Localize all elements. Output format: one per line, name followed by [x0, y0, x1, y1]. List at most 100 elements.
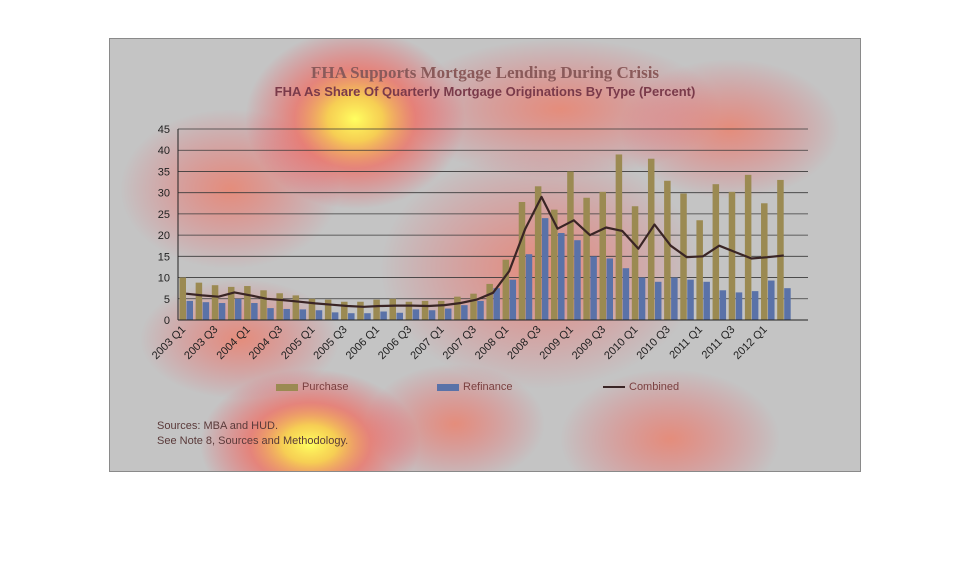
bar-refinance [768, 280, 775, 320]
bar-refinance [202, 302, 210, 320]
bar-purchase [518, 202, 526, 320]
bar-purchase [534, 186, 542, 320]
bar-refinance [671, 277, 678, 320]
bar-refinance [396, 312, 403, 320]
bar-refinance [477, 300, 484, 320]
bar-refinance [541, 218, 549, 320]
x-tick-label: 2011 Q1 [667, 324, 705, 362]
x-tick-label: 2012 Q1 [731, 324, 769, 362]
bar-refinance [315, 310, 323, 320]
bar-purchase [744, 174, 752, 320]
bar-purchase [664, 180, 671, 320]
legend-swatch-combined [603, 386, 625, 388]
bar-refinance [784, 288, 791, 320]
bar-purchase [341, 301, 348, 320]
x-tick-label: 2007 Q1 [408, 324, 446, 362]
bar-purchase [195, 282, 203, 320]
bar-purchase [680, 193, 687, 320]
legend-item-combined: Combined [603, 381, 679, 393]
x-tick-label: 2006 Q1 [344, 324, 382, 362]
bar-purchase [615, 154, 623, 320]
bar-purchase [244, 286, 251, 320]
bar-refinance [735, 292, 743, 320]
legend-label-purchase: Purchase [302, 381, 349, 393]
bar-purchase [761, 203, 768, 320]
bar-refinance [348, 313, 355, 320]
bar-refinance [283, 308, 290, 320]
bar-refinance [380, 311, 387, 320]
legend-swatch-refinance [437, 383, 459, 391]
bar-purchase [728, 191, 736, 320]
x-tick-label: 2009 Q1 [538, 324, 576, 362]
bar-purchase [599, 191, 606, 320]
bar-purchase [437, 300, 445, 320]
bar-purchase [777, 179, 784, 320]
x-tick-label: 2003 Q1 [150, 324, 188, 362]
bar-refinance [461, 305, 468, 320]
x-tick-label: 2003 Q3 [182, 324, 220, 362]
bar-purchase [631, 206, 639, 320]
bar-refinance [525, 254, 533, 320]
bar-refinance [703, 281, 710, 320]
y-tick-label: 20 [158, 230, 170, 242]
bar-refinance [574, 240, 581, 320]
bar-purchase [421, 300, 429, 320]
bar-refinance [493, 288, 500, 320]
legend-swatch-purchase [276, 383, 298, 391]
y-tick-label: 15 [158, 251, 170, 263]
x-tick-label: 2010 Q1 [602, 324, 640, 362]
bar-purchase [405, 301, 413, 320]
bar-purchase [454, 296, 461, 320]
x-tick-label: 2009 Q3 [570, 324, 608, 362]
x-tick-label: 2010 Q3 [634, 324, 672, 362]
bar-purchase [373, 299, 380, 320]
legend-label-refinance: Refinance [463, 381, 513, 393]
x-tick-label: 2004 Q3 [247, 324, 285, 362]
y-tick-label: 25 [158, 209, 170, 221]
bar-refinance [331, 312, 339, 320]
bar-purchase [647, 158, 655, 320]
bar-purchase [276, 293, 283, 320]
bar-refinance [558, 232, 565, 320]
bar-refinance [299, 309, 307, 320]
bar-refinance [412, 309, 420, 320]
bar-purchase [211, 285, 219, 320]
legend-item-purchase: Purchase [276, 381, 348, 393]
bar-refinance [751, 291, 759, 320]
bar-refinance [267, 308, 274, 320]
bar-purchase [486, 283, 493, 320]
y-tick-label: 5 [164, 294, 170, 306]
x-tick-label: 2006 Q3 [376, 324, 414, 362]
bar-refinance [364, 313, 371, 320]
x-tick-label: 2005 Q3 [311, 324, 349, 362]
bar-purchase [389, 298, 396, 320]
bar-purchase [583, 197, 590, 320]
bar-refinance [509, 279, 517, 320]
bar-refinance [234, 298, 242, 320]
y-tick-label: 10 [158, 273, 170, 285]
bar-refinance [444, 308, 452, 320]
x-tick-label: 2008 Q3 [505, 324, 543, 362]
y-tick-label: 40 [158, 145, 170, 157]
bar-refinance [687, 279, 694, 320]
bar-purchase [308, 298, 316, 320]
legend-label-combined: Combined [629, 381, 680, 393]
bar-refinance [606, 258, 613, 320]
y-tick-label: 30 [158, 188, 170, 200]
bar-purchase [357, 301, 364, 320]
bar-refinance [654, 281, 662, 320]
bar-purchase [292, 295, 300, 320]
y-tick-label: 0 [164, 315, 170, 327]
bar-refinance [218, 303, 226, 320]
legend-item-refinance: Refinance [437, 381, 513, 393]
x-tick-label: 2011 Q3 [700, 324, 738, 362]
bar-purchase [712, 184, 720, 320]
chart-frame: 0 5 10 15 20 25 30 35 40 45 2003 Q1 2003 Q3 2004 Q1 2… [109, 38, 861, 472]
x-tick-label: 2007 Q3 [441, 324, 479, 362]
y-tick-label: 45 [158, 124, 170, 136]
bar-purchase [227, 286, 235, 320]
bar-purchase [551, 209, 558, 320]
bar-refinance [719, 290, 727, 320]
sources-note: Sources: MBA and HUD. [157, 420, 279, 432]
